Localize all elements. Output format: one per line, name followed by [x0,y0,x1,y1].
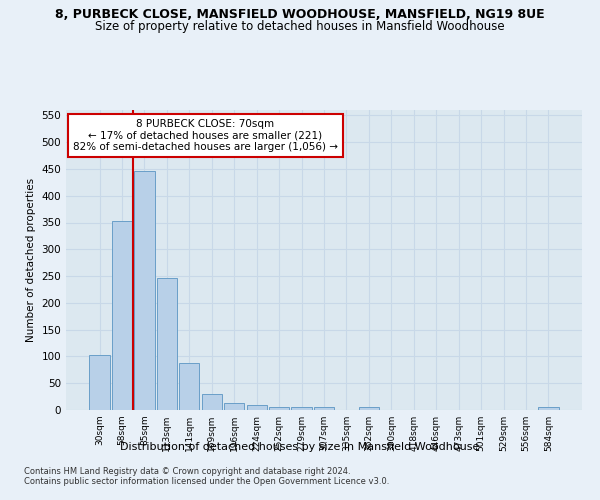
Bar [89,355,110,410]
Text: 8, PURBECK CLOSE, MANSFIELD WOODHOUSE, MANSFIELD, NG19 8UE: 8, PURBECK CLOSE, MANSFIELD WOODHOUSE, M… [55,8,545,20]
Text: Contains public sector information licensed under the Open Government Licence v3: Contains public sector information licen… [24,477,389,486]
Text: Size of property relative to detached houses in Mansfield Woodhouse: Size of property relative to detached ho… [95,20,505,33]
Bar [157,278,177,410]
Text: 8 PURBECK CLOSE: 70sqm
← 17% of detached houses are smaller (221)
82% of semi-de: 8 PURBECK CLOSE: 70sqm ← 17% of detached… [73,119,338,152]
Bar [314,407,334,410]
Bar [224,402,244,410]
Bar [134,170,155,410]
Bar [538,408,559,410]
Bar [179,363,199,410]
Y-axis label: Number of detached properties: Number of detached properties [26,178,36,342]
Bar [202,394,222,410]
Bar [112,221,132,410]
Bar [359,407,379,410]
Text: Distribution of detached houses by size in Mansfield Woodhouse: Distribution of detached houses by size … [121,442,479,452]
Text: Contains HM Land Registry data © Crown copyright and database right 2024.: Contains HM Land Registry data © Crown c… [24,467,350,476]
Bar [269,408,289,410]
Bar [247,405,267,410]
Bar [292,407,311,410]
